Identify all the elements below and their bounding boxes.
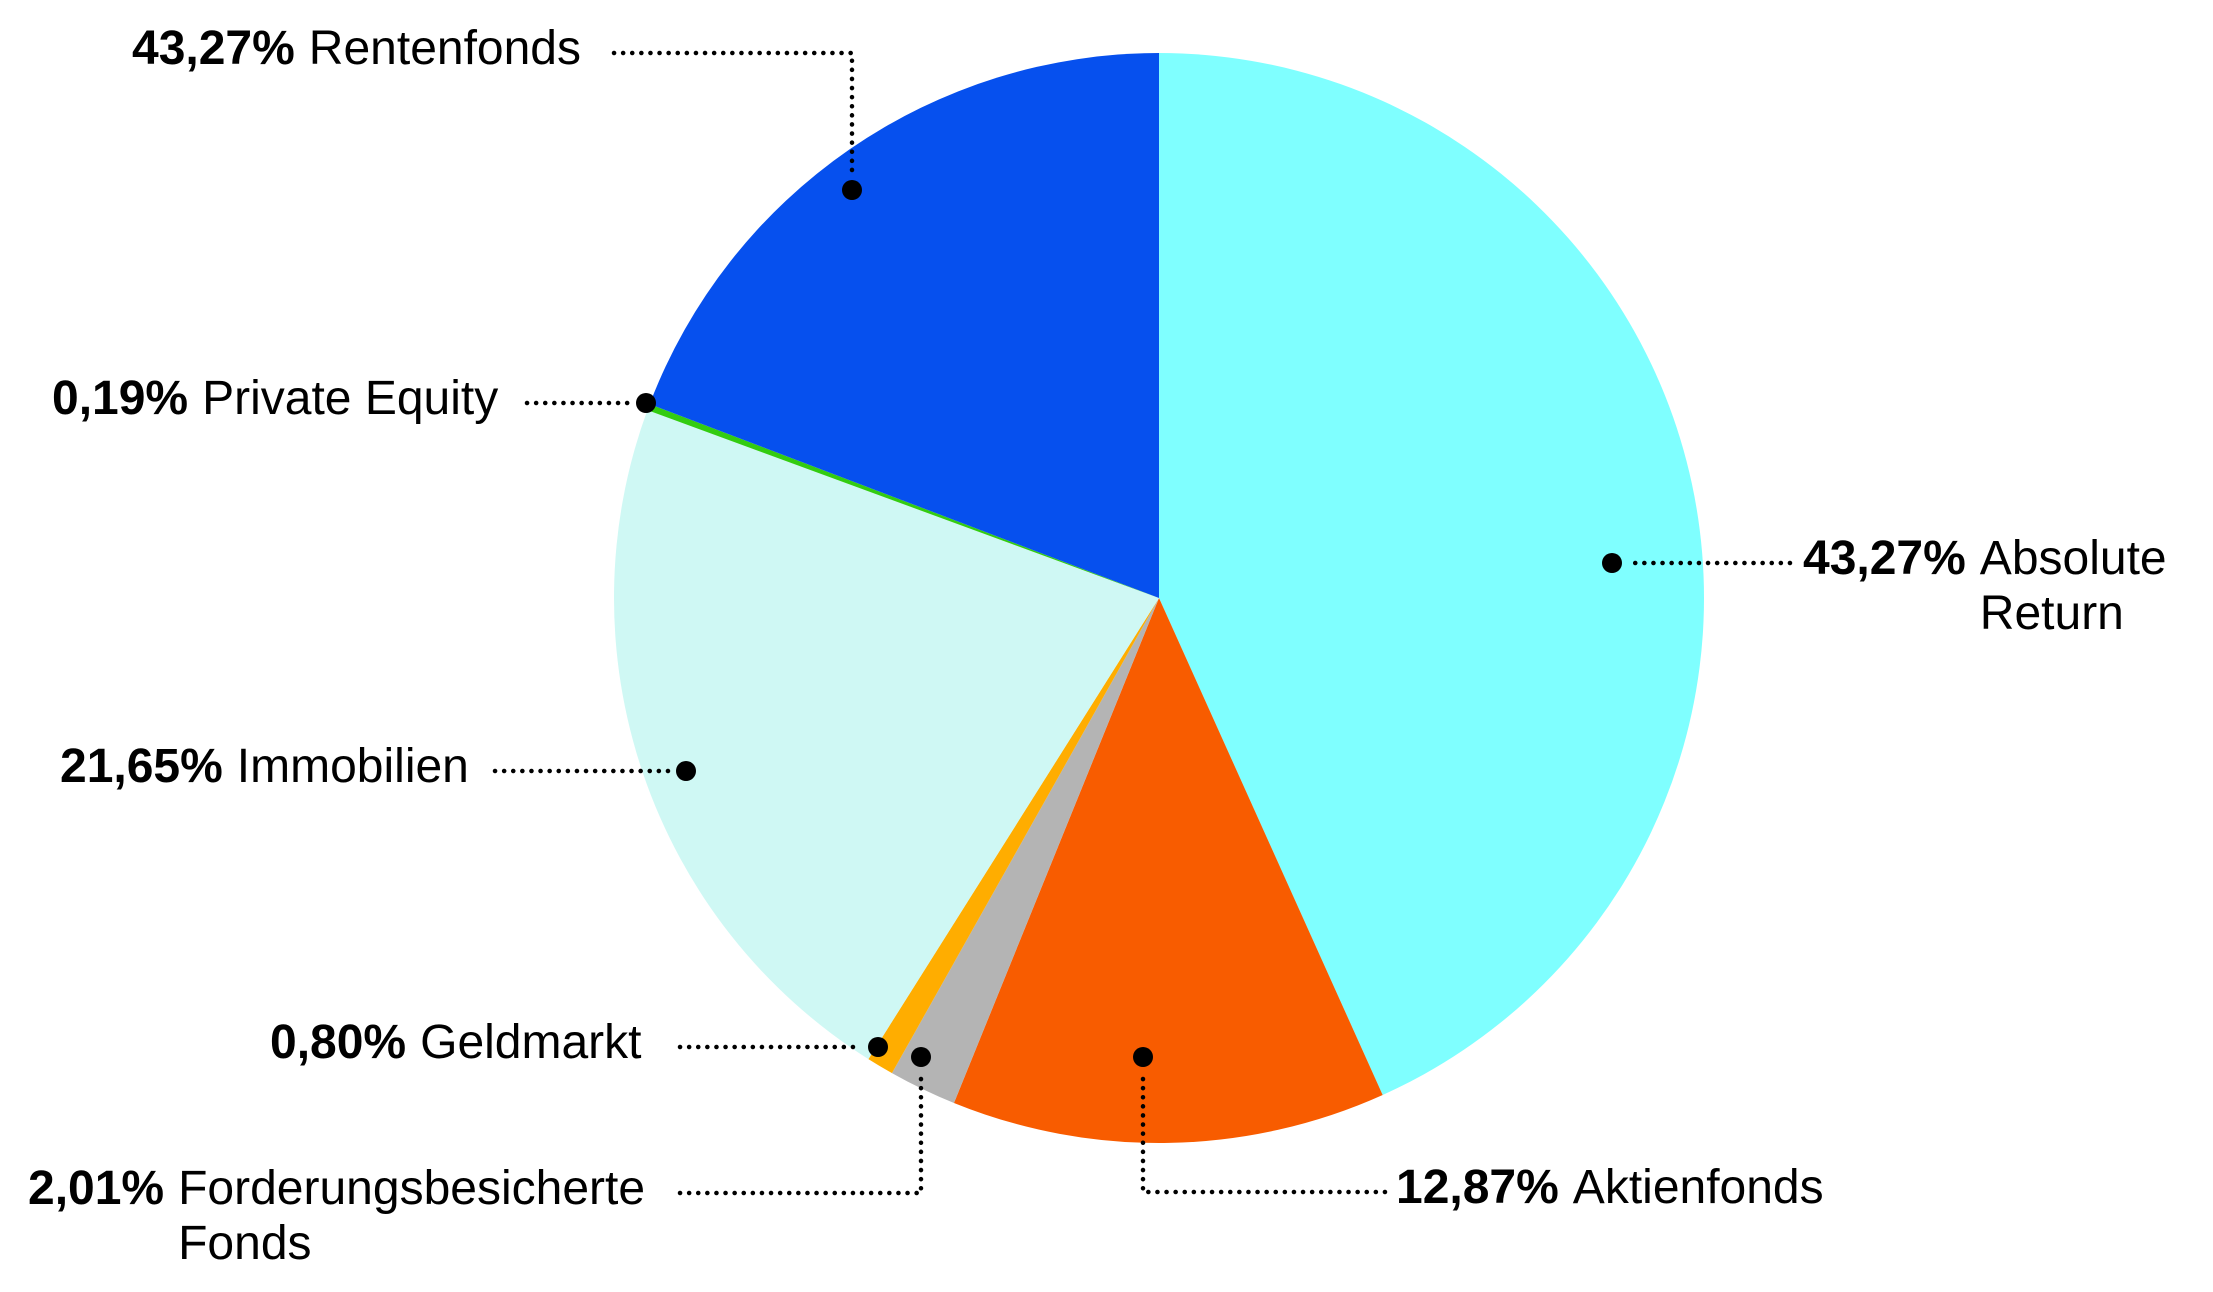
pie-slice-immobilien	[614, 410, 1159, 1060]
leader-dot-absolute-return	[1602, 553, 1622, 573]
leader-dot-immobilien	[676, 761, 696, 781]
pie-slice-geldmarkt	[868, 598, 1159, 1074]
label-private-equity-name: Private Equity	[202, 372, 499, 425]
pie-slice-aktienfonds	[953, 598, 1383, 1144]
label-immobilien-value: 21,65%	[60, 740, 223, 793]
label-forderungsbesicherte-fonds: 2,01% Forderungsbesicherte Fonds	[28, 1161, 645, 1271]
label-forderungsbesicherte-fonds-name: Forderungsbesicherte Fonds	[178, 1162, 646, 1270]
label-rentenfonds-name: Rentenfonds	[308, 22, 581, 75]
leader-dot-rentenfonds	[842, 180, 862, 200]
leader-line-forderungsbesicherte-fonds	[677, 1069, 924, 1196]
label-rentenfonds-value: 43,27%	[132, 22, 295, 75]
label-aktienfonds: 12,87% Aktienfonds	[1396, 1160, 1824, 1215]
label-forderungsbesicherte-fonds-value: 2,01%	[28, 1162, 165, 1215]
label-private-equity-value: 0,19%	[52, 372, 189, 425]
label-absolute-return-name: Absolute Return	[1979, 532, 2167, 640]
leader-line-rentenfonds	[611, 50, 855, 179]
label-immobilien-name: Immobilien	[236, 740, 469, 793]
pie-slice-rentenfonds	[649, 53, 1159, 598]
leader-dot-aktienfonds	[1133, 1047, 1153, 1067]
label-aktienfonds-name: Aktienfonds	[1572, 1161, 1824, 1214]
label-aktienfonds-value: 12,87%	[1396, 1161, 1559, 1214]
label-geldmarkt: 0,80% Geldmarkt	[270, 1015, 642, 1070]
leader-dot-private-equity	[636, 393, 656, 413]
leader-dot-geldmarkt	[868, 1037, 888, 1057]
label-absolute-return: 43,27% Absolute Return	[1803, 531, 2167, 641]
label-absolute-return-value: 43,27%	[1803, 532, 1966, 585]
label-geldmarkt-name: Geldmarkt	[420, 1016, 642, 1069]
pie-slice-absolute-return	[1159, 53, 1705, 1095]
label-rentenfonds: 43,27% Rentenfonds	[132, 21, 581, 76]
leader-dot-forderungsbesicherte-fonds	[911, 1047, 931, 1067]
leader-line-aktienfonds	[1140, 1069, 1388, 1195]
pie-slice-private-equity	[647, 404, 1159, 598]
label-geldmarkt-value: 0,80%	[270, 1016, 407, 1069]
label-private-equity: 0,19% Private Equity	[52, 371, 498, 426]
label-immobilien: 21,65% Immobilien	[60, 739, 469, 794]
pie-slice-forderungsbesicherte-fonds	[891, 598, 1159, 1103]
